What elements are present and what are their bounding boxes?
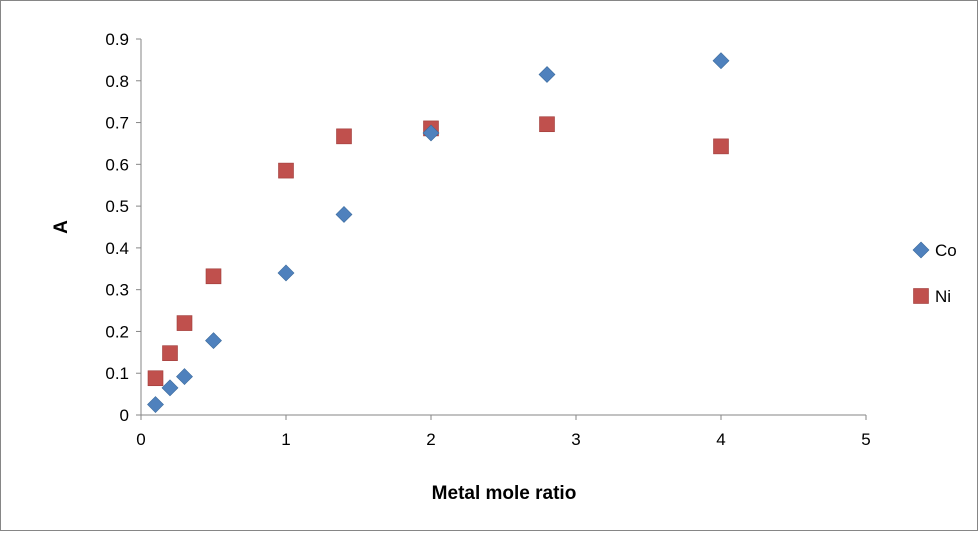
x-axis-label: Metal mole ratio — [432, 483, 577, 504]
legend-label: Co — [935, 241, 957, 260]
data-point-ni — [278, 162, 294, 179]
data-point-co — [335, 206, 353, 223]
legend: Co Ni — [912, 241, 957, 306]
data-point-ni — [713, 138, 729, 155]
data-point-co — [147, 396, 164, 413]
y-tick-label: 0.8 — [105, 72, 129, 91]
data-point-ni — [162, 345, 178, 361]
y-tick-label: 0.3 — [105, 281, 129, 300]
y-tick-label: 0.9 — [105, 30, 129, 49]
data-point-co — [176, 368, 193, 385]
legend-item-ni: Ni — [913, 287, 951, 306]
y-tick-label: 0.2 — [105, 322, 129, 341]
data-point-ni — [176, 315, 193, 331]
series-ni — [147, 116, 729, 387]
y-tick-label: 0.6 — [105, 155, 129, 174]
x-tick-label: 5 — [861, 430, 870, 449]
data-point-co — [205, 332, 222, 350]
y-axis-label: A — [51, 220, 72, 234]
y-tick-label: 0.7 — [105, 114, 129, 133]
data-point-co — [538, 66, 556, 83]
legend-item-co: Co — [912, 241, 957, 260]
x-tick-label: 3 — [571, 430, 580, 449]
axes: 0 0.1 0.2 0.3 0.4 0.5 0.6 0.7 0.8 0.9 0 1 2 3 4 5 — [105, 30, 870, 449]
legend-marker-ni — [913, 288, 929, 304]
series-co — [147, 52, 730, 413]
x-tick-label: 4 — [716, 430, 725, 449]
y-tick-label: 0.5 — [105, 197, 129, 216]
legend-label: Ni — [935, 287, 951, 306]
data-point-co — [422, 124, 440, 142]
y-tick-label: 0.4 — [105, 239, 129, 258]
data-point-ni — [539, 116, 555, 133]
data-point-ni — [147, 370, 164, 387]
y-tick-label: 0 — [120, 406, 129, 425]
data-point-co — [161, 379, 179, 397]
x-tick-label: 0 — [136, 430, 145, 449]
legend-marker-co — [912, 241, 930, 259]
x-tick-label: 2 — [426, 430, 435, 449]
data-point-ni — [205, 268, 222, 285]
x-tick-label: 1 — [281, 430, 290, 449]
data-point-co — [277, 264, 295, 282]
data-points — [147, 52, 730, 413]
data-point-ni — [336, 128, 352, 145]
data-point-co — [712, 52, 730, 70]
y-tick-label: 0.1 — [105, 364, 129, 383]
